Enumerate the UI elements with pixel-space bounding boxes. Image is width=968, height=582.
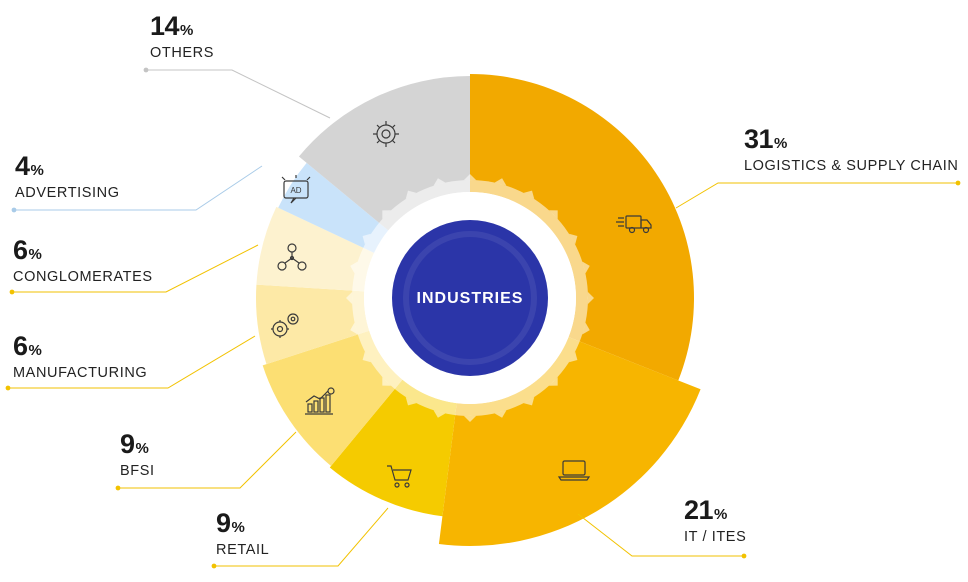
slice-value: 6 [13, 331, 28, 361]
center-disc [392, 220, 548, 376]
slice-value: 4 [15, 151, 30, 181]
slice-label: IT / ITES [684, 529, 747, 545]
leader-line [118, 431, 297, 489]
bar-chart-growth-icon [305, 387, 335, 415]
gears-icon [271, 313, 299, 338]
leader-dot [9, 289, 15, 295]
pie-slice-bfsi [262, 330, 403, 466]
slice-value: 9 [120, 429, 135, 459]
slice-value: 9 [216, 508, 231, 538]
slice-value: 31 [744, 124, 774, 154]
slice-value: 14 [150, 11, 180, 41]
leader-dot [211, 563, 217, 569]
shopping-cart-icon [387, 465, 412, 488]
label-conglomerates: 6% CONGLOMERATES [13, 235, 153, 285]
label-it-ites: 21% IT / ITES [684, 495, 747, 545]
slice-label: LOGISTICS & SUPPLY CHAIN [744, 158, 959, 174]
slice-value: 21 [684, 495, 714, 525]
pie-slice-advertising [278, 162, 389, 253]
laptop-icon [557, 460, 591, 481]
leader-dot [955, 180, 961, 186]
slice-label: CONGLOMERATES [13, 269, 153, 285]
slice-label: ADVERTISING [15, 185, 120, 201]
gear-icon [373, 121, 399, 147]
ring-teeth [346, 174, 594, 422]
leader-dot [11, 207, 17, 213]
leader-line [214, 507, 389, 567]
leader-line [8, 335, 256, 389]
slices [255, 74, 701, 546]
pie-slice-conglomerates [256, 206, 375, 292]
leader-line [14, 165, 263, 211]
leader-dot [5, 385, 11, 391]
label-advertising: 4% ADVERTISING [15, 151, 120, 201]
slice-value: 6 [13, 235, 28, 265]
label-manufacturing: 6% MANUFACTURING [13, 331, 148, 381]
leader-line [12, 244, 259, 293]
leader-lines [5, 67, 961, 569]
pie-slice-logistics-supply-chain [470, 74, 695, 381]
network-people-icon [277, 243, 307, 271]
leader-dot [143, 67, 149, 73]
pie-slice-it-ites [438, 337, 701, 546]
pie-slice-retail [329, 379, 457, 517]
slice-label: MANUFACTURING [13, 365, 148, 381]
leader-dot [115, 485, 121, 491]
slice-label: OTHERS [150, 45, 215, 61]
svg-text:AD: AD [290, 186, 301, 195]
slice-label: BFSI [120, 463, 155, 479]
leader-line [577, 513, 744, 557]
leader-dot [741, 553, 747, 559]
label-retail: 9% RETAIL [216, 508, 270, 558]
label-logistics: 31% LOGISTICS & SUPPLY CHAIN [744, 124, 959, 174]
slice-label: RETAIL [216, 542, 270, 558]
label-bfsi: 9% BFSI [120, 429, 155, 479]
ad-billboard-icon: AD [281, 175, 311, 204]
truck-icon [616, 215, 652, 234]
leader-line [146, 69, 331, 119]
pie-slice-manufacturing [255, 284, 370, 365]
leader-line [675, 182, 958, 209]
center-label: INDUSTRIES [416, 290, 524, 307]
label-others: 14% OTHERS [150, 11, 215, 61]
